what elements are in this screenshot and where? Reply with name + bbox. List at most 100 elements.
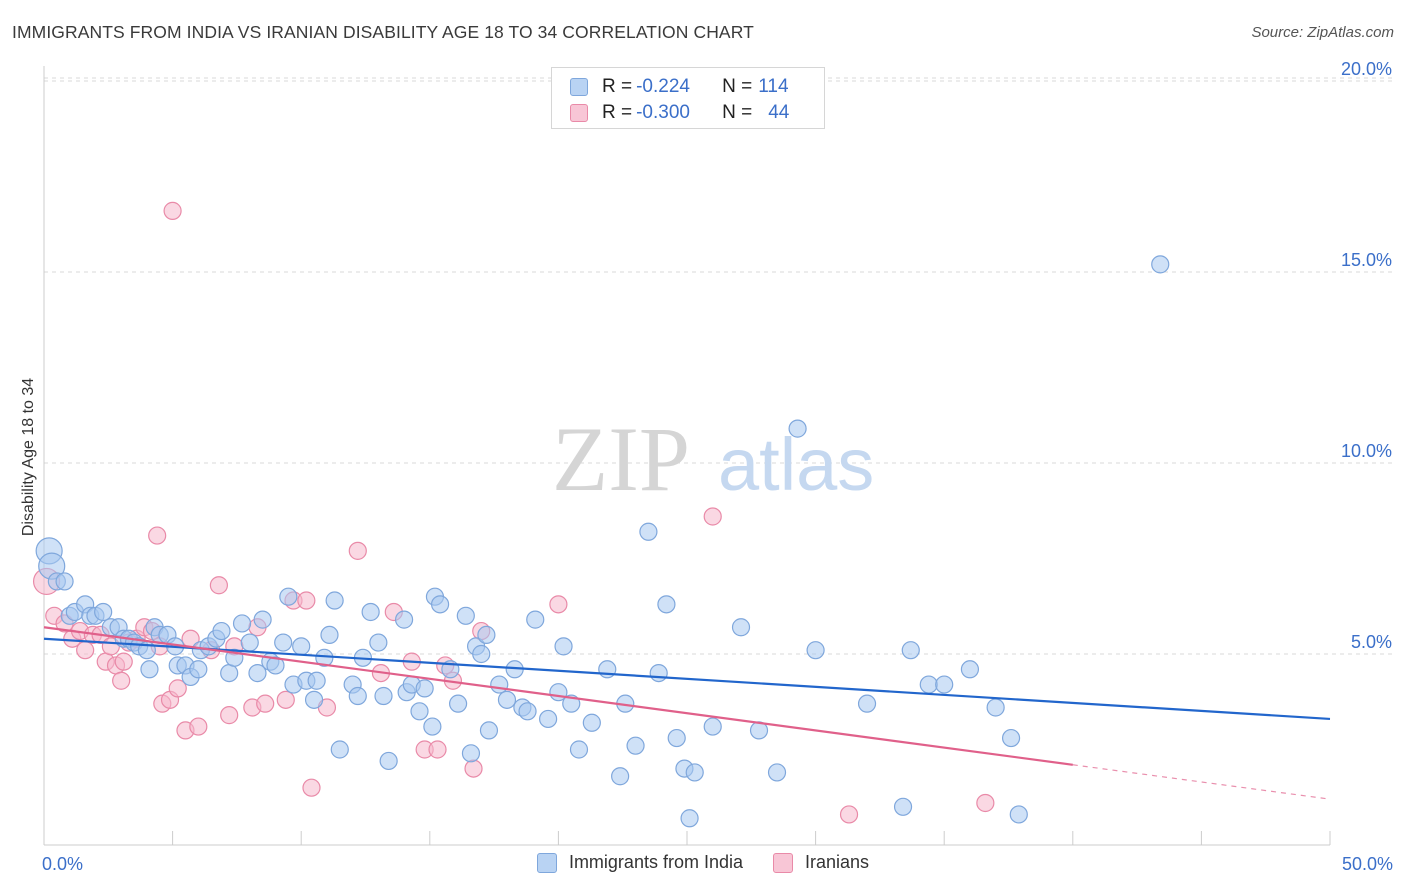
legend-item-india[interactable]: Immigrants from India	[536, 852, 743, 873]
iranians-point	[839, 805, 859, 824]
india-point	[348, 686, 367, 706]
iranians-point	[302, 778, 321, 797]
india-point	[569, 740, 589, 759]
legend-r-label: R =	[602, 76, 633, 97]
legend-row-india: R = -0.224 N = 114	[570, 74, 789, 100]
watermark-zip: ZIP	[552, 408, 690, 510]
y-tick-label: 15.0%	[1341, 250, 1392, 270]
y-axis-title: Disability Age 18 to 34	[20, 378, 37, 536]
india-point	[497, 690, 517, 709]
india-point	[212, 621, 231, 641]
legend-n-label: N =	[722, 76, 753, 97]
india-point	[893, 797, 913, 816]
india-legend-label: Immigrants from India	[568, 852, 743, 872]
series-legend: Immigrants from India Iranians	[0, 852, 1406, 873]
india-point	[330, 740, 349, 759]
india-swatch	[570, 78, 588, 96]
india-point	[857, 694, 877, 713]
india-point	[935, 675, 954, 694]
india-point	[477, 625, 496, 645]
india-point	[518, 702, 537, 721]
trend-lines	[43, 626, 1331, 800]
legend-row-iranians: R = -0.300 N = 44	[570, 100, 789, 126]
india-point	[639, 522, 658, 541]
india-point	[767, 763, 787, 782]
iranians-point	[112, 671, 131, 690]
india-point	[361, 602, 380, 622]
iranians-point	[976, 793, 995, 813]
india-point	[539, 709, 558, 729]
india-point	[680, 809, 699, 828]
india-point	[456, 606, 475, 625]
india-point	[374, 686, 393, 706]
india-point	[232, 614, 252, 633]
india-point	[554, 637, 573, 656]
india-point	[266, 656, 285, 675]
india-point	[582, 713, 601, 732]
iranians-point	[297, 591, 316, 610]
india-point	[423, 717, 442, 736]
iranians-legend-label: Iranians	[805, 852, 870, 872]
india-point	[1001, 728, 1021, 748]
iranians-trend-line	[43, 626, 1073, 766]
legend-r-value: -0.300	[636, 102, 690, 123]
india-point	[703, 717, 722, 736]
iranians-point	[549, 595, 568, 614]
india-point	[1151, 255, 1170, 274]
india-point	[248, 663, 267, 683]
india-point	[307, 671, 326, 690]
iranians-point	[168, 679, 187, 698]
iranians-point	[703, 507, 722, 526]
india-point	[526, 610, 545, 629]
india-point	[189, 660, 208, 679]
y-tick-label: 20.0%	[1341, 59, 1392, 79]
iranians-point	[256, 694, 275, 713]
gridlines	[44, 77, 1392, 655]
iranians-point	[464, 759, 483, 778]
india-point	[448, 694, 468, 713]
iranians-point	[348, 541, 367, 560]
india-point	[415, 679, 434, 698]
india-point	[55, 572, 74, 591]
india-point	[611, 767, 630, 786]
x-tick-label: 0.0%	[42, 854, 83, 874]
legend-item-iranians[interactable]: Iranians	[773, 852, 869, 873]
iranians-point	[114, 652, 133, 671]
india-point	[379, 751, 398, 771]
watermark: ZIP atlas	[552, 408, 874, 510]
iranians-point	[209, 576, 228, 595]
india-point	[292, 637, 311, 656]
india-point	[649, 663, 668, 683]
india-points	[35, 255, 1170, 828]
india-point	[410, 702, 429, 721]
chart-title: IMMIGRANTS FROM INDIA VS IRANIAN DISABIL…	[12, 22, 754, 42]
y-tick-label: 10.0%	[1341, 441, 1392, 461]
axes	[43, 66, 1331, 846]
iranians-points	[32, 201, 995, 824]
chart-source: Source: ZipAtlas.com	[1251, 24, 1394, 41]
iranians-point	[276, 690, 295, 709]
india-legend-swatch	[536, 852, 557, 873]
india-point	[394, 610, 414, 629]
iranians-point	[163, 201, 182, 220]
india-point	[472, 644, 491, 664]
iranians-point	[189, 717, 208, 736]
india-point	[1009, 805, 1028, 824]
india-point	[490, 675, 509, 694]
india-point	[901, 641, 920, 660]
india-trend-line	[43, 637, 1331, 721]
x-tick-label: 50.0%	[1342, 854, 1393, 874]
legend-r-label: R =	[602, 102, 633, 123]
legend-n-value: 114	[758, 76, 789, 97]
india-point	[788, 419, 807, 438]
y-axis-title-group: Disability Age 18 to 34	[20, 378, 37, 536]
india-point	[94, 602, 113, 622]
india-point	[369, 633, 388, 652]
india-point	[667, 728, 686, 748]
india-point	[461, 744, 481, 763]
legend-n-label: N =	[722, 102, 753, 123]
iranians-point	[148, 526, 167, 545]
iranians-point	[76, 641, 95, 660]
india-point	[274, 633, 293, 652]
india-point	[626, 736, 645, 755]
